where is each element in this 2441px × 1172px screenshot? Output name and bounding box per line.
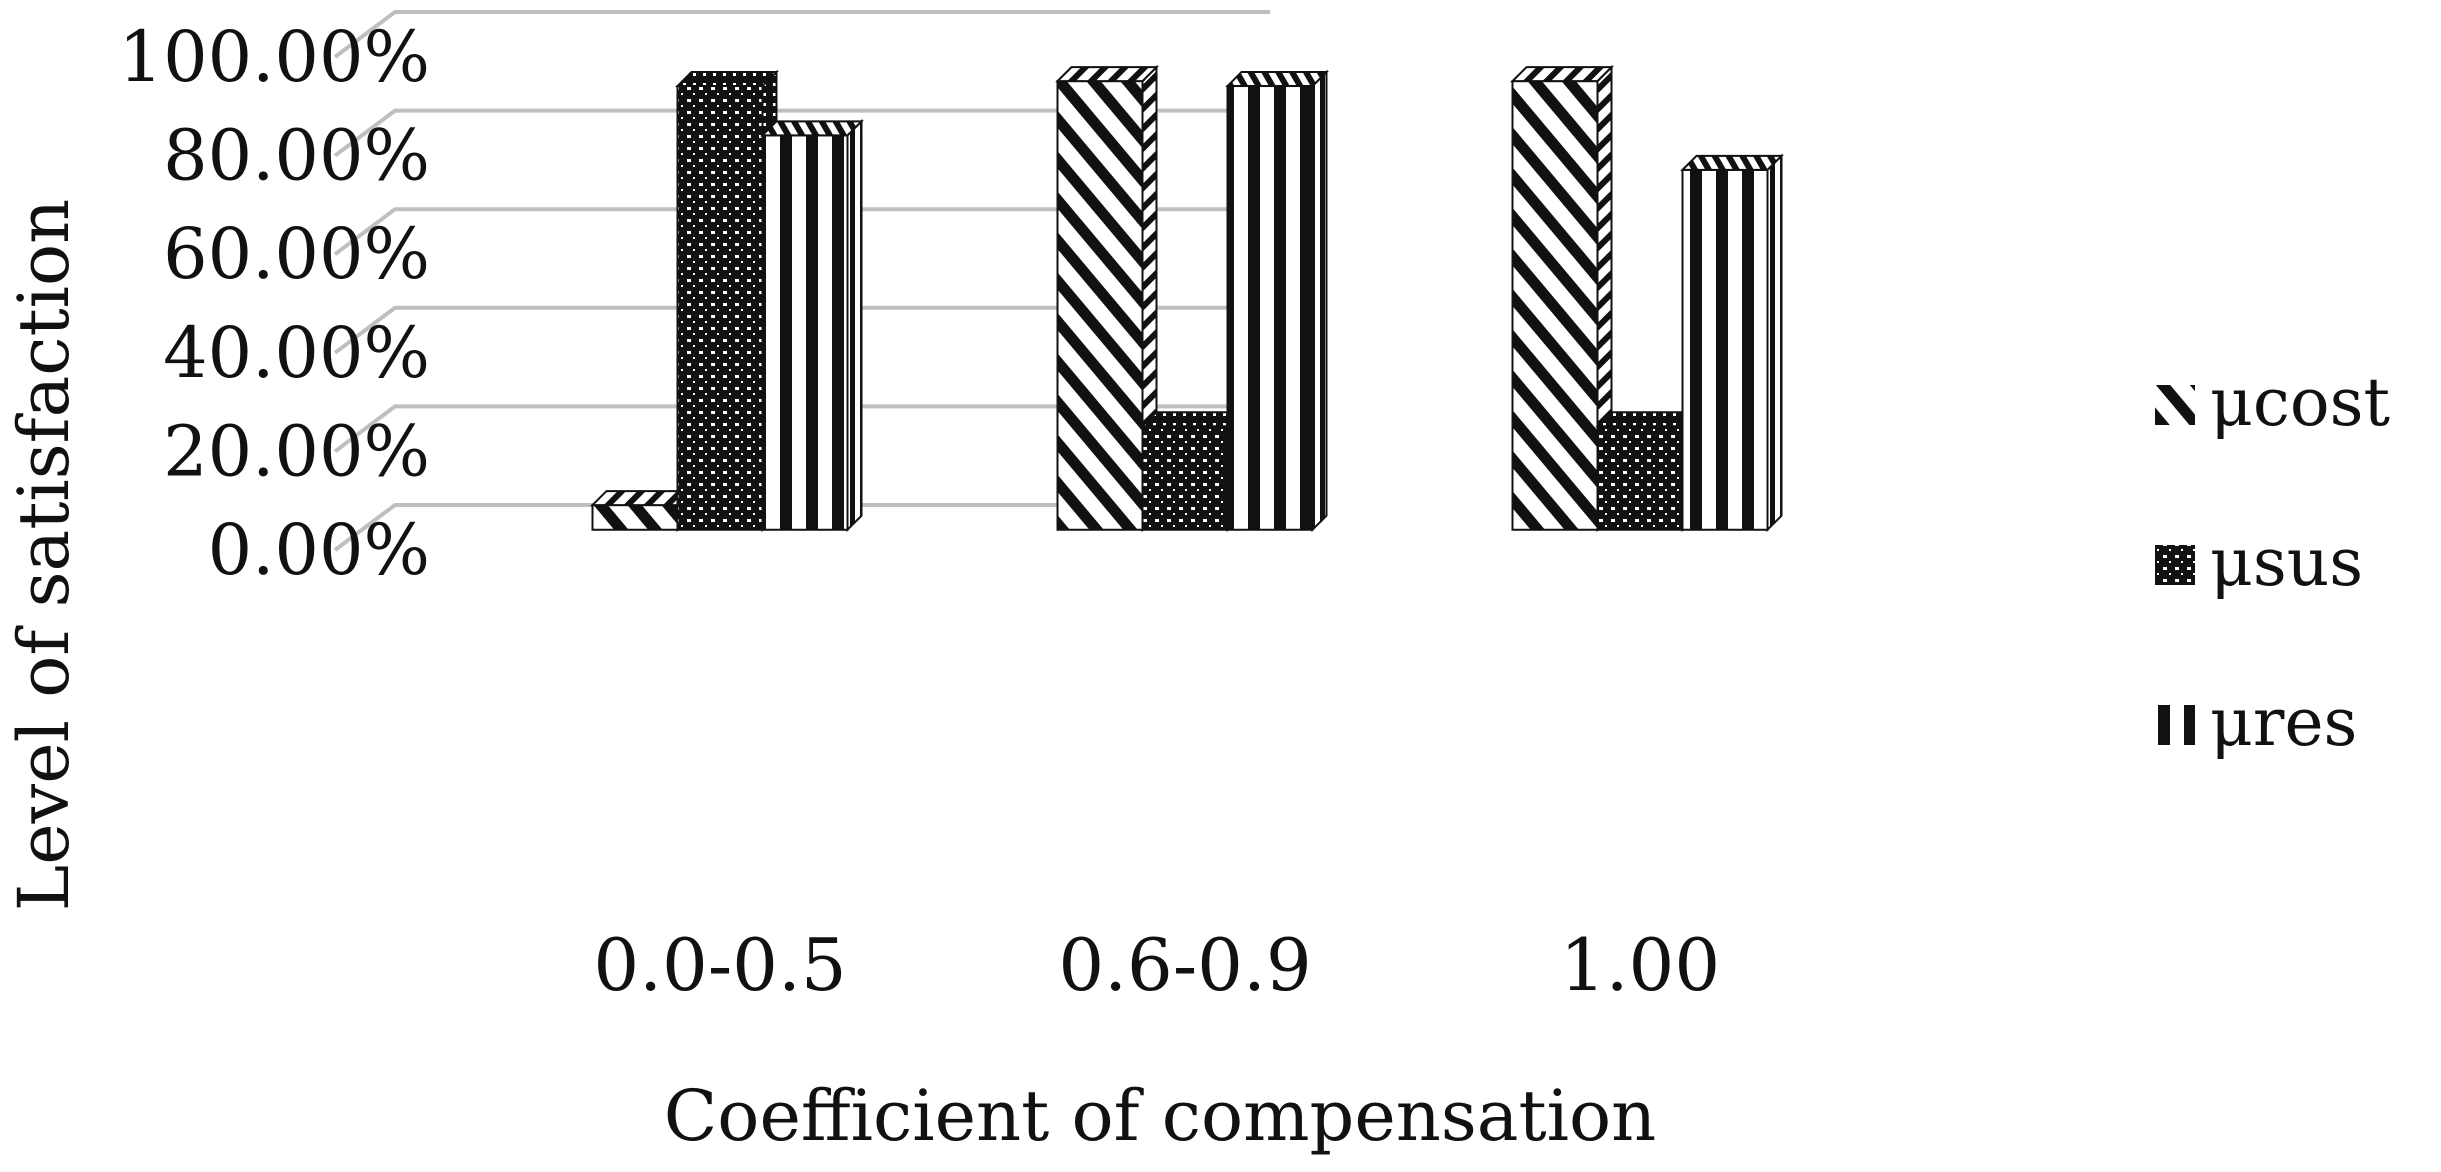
gridline <box>333 503 1270 552</box>
bar-top <box>1225 71 1329 88</box>
gridline <box>333 108 1270 158</box>
legend-swatch <box>2155 705 2195 745</box>
legend: μcost μsus μres <box>2155 364 2390 761</box>
x-tick-label: 1.00 <box>1560 923 1720 1007</box>
gridline <box>333 305 1270 355</box>
bar-front <box>1511 80 1599 531</box>
y-axis-ticks: 0.00% 20.00% 40.00% 60.00% 80.00% 100.00% <box>119 16 430 591</box>
bar-front <box>676 85 764 531</box>
y-axis-title: Level of satisfaction <box>3 199 85 912</box>
x-axis-title: Coefficient of compensation <box>664 1075 1656 1157</box>
bar-top <box>1055 66 1159 83</box>
legend-item: μsus <box>2155 524 2363 601</box>
legend-label: μcost <box>2210 364 2390 441</box>
y-tick-label: 80.00% <box>163 115 430 197</box>
bar-front <box>591 504 679 531</box>
bar-side <box>1311 69 1328 533</box>
bar-diagonal-stripes <box>1055 64 1159 533</box>
bar-front <box>1681 168 1769 531</box>
bar-side <box>1766 153 1783 533</box>
y-tick-label: 60.00% <box>163 213 430 295</box>
bar-vertical-stripes <box>760 118 864 533</box>
bar-top <box>1680 154 1784 171</box>
bar-top <box>760 120 864 137</box>
y-tick-label: 20.00% <box>163 410 430 492</box>
y-tick-label: 100.00% <box>119 16 430 98</box>
bars <box>590 64 1784 533</box>
bar-vertical-stripes <box>1680 153 1784 533</box>
legend-item: μcost <box>2155 364 2390 441</box>
bar-front <box>1056 80 1144 531</box>
y-tick-label: 0.00% <box>208 509 430 591</box>
x-tick-label: 0.0-0.5 <box>593 923 846 1007</box>
y-tick-label: 40.00% <box>163 312 430 394</box>
x-tick-label: 0.6-0.9 <box>1058 923 1311 1007</box>
gridline <box>333 404 1270 453</box>
legend-swatch <box>2155 545 2195 585</box>
bar-top <box>675 71 779 88</box>
gridline <box>333 10 1270 59</box>
gridlines <box>333 10 1270 552</box>
legend-item: μres <box>2155 684 2357 761</box>
bar-front <box>1596 425 1684 531</box>
gridline <box>333 207 1270 256</box>
bar-top <box>1510 66 1614 83</box>
bar-side <box>846 118 863 533</box>
bar-vertical-stripes <box>1225 69 1329 533</box>
bar-front <box>1141 425 1229 531</box>
bar-front <box>761 134 849 531</box>
bar-front <box>1226 85 1314 531</box>
legend-swatch <box>2155 385 2195 425</box>
legend-label: μres <box>2210 684 2357 761</box>
legend-label: μsus <box>2210 524 2363 601</box>
x-axis-categories: 0.0-0.5 0.6-0.9 1.00 <box>593 923 1720 1007</box>
